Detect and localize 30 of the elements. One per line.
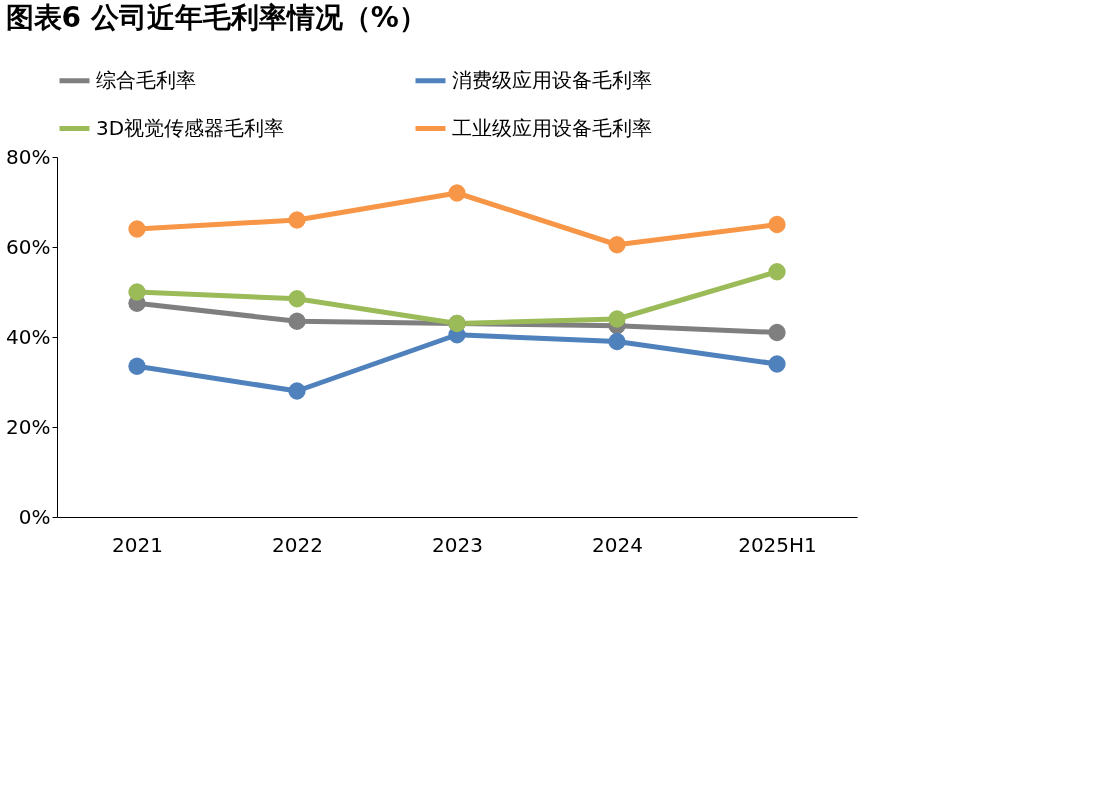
legend-label: 消费级应用设备毛利率 (452, 67, 652, 92)
point (288, 290, 306, 308)
point (608, 332, 626, 351)
x-tick-label: 2024 (592, 532, 643, 557)
y-tick-label: 60% (6, 234, 51, 259)
y-tick-label: 40% (6, 324, 51, 349)
chart-title: 图表6 公司近年毛利率情况（%） (5, 1, 427, 34)
point (128, 220, 146, 238)
legend-label: 工业级应用设备毛利率 (452, 115, 652, 140)
point (128, 283, 146, 301)
x-tick-label: 2025H1 (738, 532, 817, 557)
point (768, 323, 786, 342)
point (768, 215, 786, 234)
point (768, 263, 786, 281)
point (128, 357, 146, 375)
point (288, 382, 306, 400)
y-tick-label: 80% (6, 144, 51, 169)
y-tick-label: 0% (18, 504, 51, 529)
y-tick-label: 20% (6, 414, 51, 439)
x-tick-label: 2021 (112, 532, 163, 557)
x-tick-label: 2022 (272, 532, 323, 557)
legend-label: 综合毛利率 (96, 67, 196, 92)
point (768, 355, 786, 373)
point (288, 312, 306, 330)
x-tick-label: 2023 (432, 532, 483, 557)
point (608, 310, 626, 328)
legend-label: 3D视觉传感器毛利率 (96, 115, 285, 140)
point (448, 184, 466, 202)
point (608, 236, 626, 254)
point (288, 211, 306, 229)
